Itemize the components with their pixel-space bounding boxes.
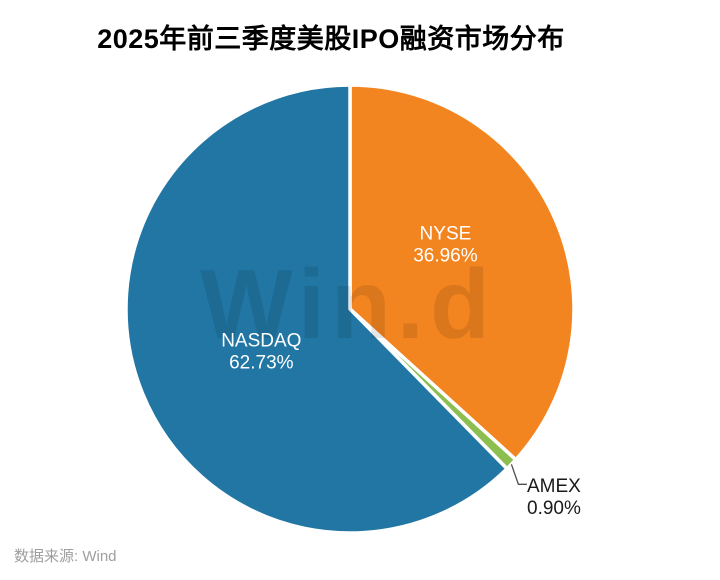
pie-slice-nasdaq [124,83,509,535]
leader-line-amex [510,464,527,485]
pie-slice-nyse [348,83,576,462]
slice-label-name-amex: AMEX [527,476,581,497]
pie-slices [124,83,576,535]
slice-label-name-nasdaq: NASDAQ [221,330,301,351]
slice-label-value-amex: 0.90% [527,498,581,519]
slice-label-name-nyse: NYSE [420,224,472,245]
wind-watermark: Win.d [200,249,496,359]
slice-label-value-nasdaq: 62.73% [229,352,294,373]
chart-title: 2025年前三季度美股IPO融资市场分布 [97,24,565,54]
data-source: 数据来源: Wind [14,548,117,565]
slice-label-value-nyse: 36.96% [413,246,478,267]
